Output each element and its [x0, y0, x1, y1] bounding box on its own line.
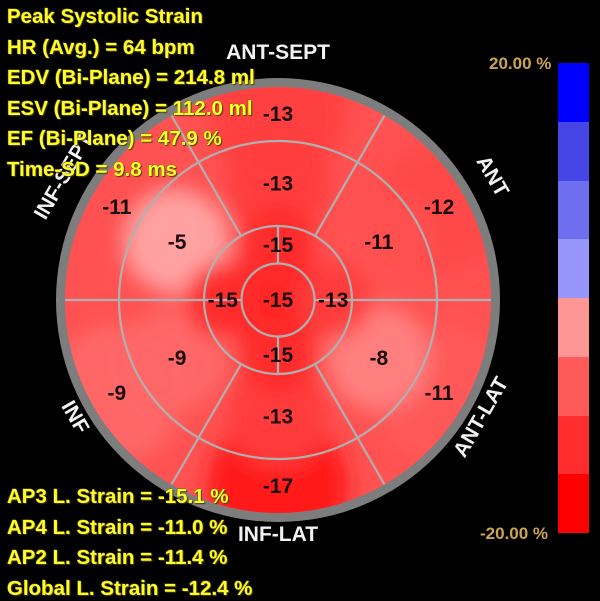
svg-text:-11: -11: [424, 382, 454, 405]
svg-text:-13: -13: [263, 173, 293, 196]
svg-text:-13: -13: [263, 406, 293, 429]
svg-text:-5: -5: [168, 231, 187, 254]
svg-text:-17: -17: [263, 475, 293, 498]
svg-text:-8: -8: [370, 347, 389, 370]
svg-text:-11: -11: [364, 231, 394, 254]
svg-text:-15: -15: [208, 289, 239, 312]
svg-text:-11: -11: [102, 196, 132, 219]
svg-text:-13: -13: [318, 289, 348, 312]
svg-text:-13: -13: [263, 103, 293, 126]
svg-text:-9: -9: [108, 382, 127, 405]
svg-text:ANT: ANT: [472, 152, 514, 201]
svg-text:-15: -15: [263, 344, 294, 367]
svg-text:-15: -15: [263, 234, 294, 257]
svg-text:-9: -9: [168, 347, 187, 370]
svg-text:-15: -15: [263, 289, 294, 312]
svg-text:-12: -12: [424, 196, 454, 219]
